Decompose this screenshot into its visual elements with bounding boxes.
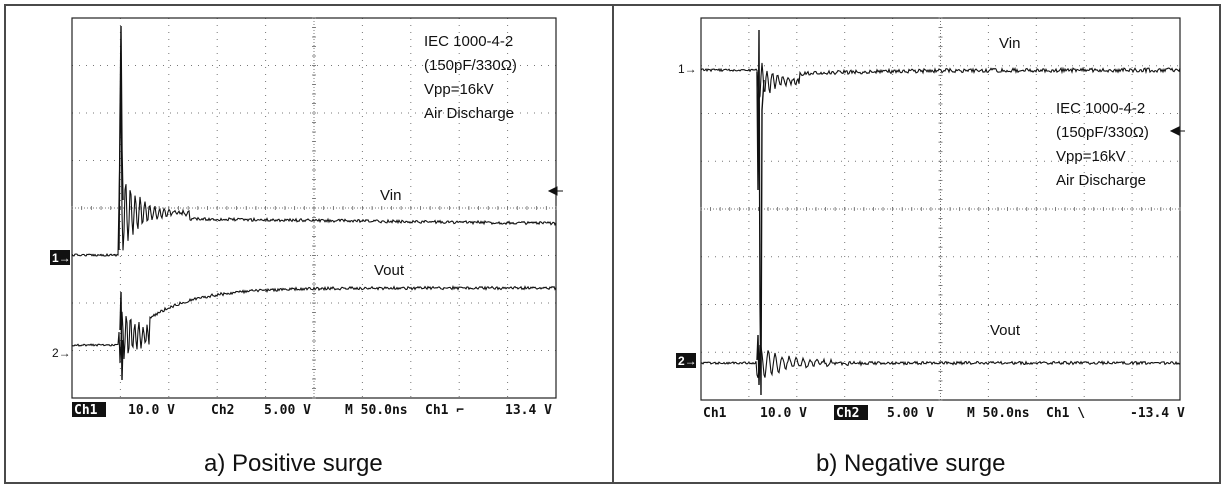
status-field: Ch2: [211, 403, 234, 418]
trigger-level-icon: [1169, 126, 1185, 136]
status-highlight: [834, 405, 868, 420]
graticule: [700, 17, 1181, 401]
trace-vin: [71, 89, 557, 257]
status-field: Ch1 \: [1046, 406, 1085, 421]
trace-vout-spike: [756, 334, 761, 386]
annotation-line: Air Discharge: [1056, 172, 1146, 189]
channel-marker-1: 1→: [52, 251, 71, 265]
caption-positive-surge: a) Positive surge: [204, 450, 383, 477]
channel-marker-2: 2→: [678, 354, 697, 368]
series-label-vout: Vout: [990, 322, 1021, 339]
trace-vout: [71, 284, 557, 364]
series-label-vin: Vin: [380, 187, 401, 204]
annotation-line: Air Discharge: [424, 105, 514, 122]
status-field: 13.4 V: [505, 403, 552, 418]
status-field: M 50.0ns: [345, 403, 408, 418]
status-field: Ch1: [74, 403, 98, 418]
channel-marker-bg: [676, 353, 696, 368]
channel-marker-bg: [50, 250, 70, 265]
trace-vout-spike: [119, 291, 124, 381]
status-field: M 50.0ns: [967, 406, 1030, 421]
trace-vout: [700, 346, 1181, 378]
status-field: Ch1: [703, 406, 727, 421]
status-field: 10.0 V: [760, 406, 807, 421]
annotation-line: IEC 1000-4-2: [424, 33, 513, 50]
status-field: Ch2: [836, 406, 859, 421]
status-field: 5.00 V: [887, 406, 934, 421]
series-label-vin: Vin: [999, 35, 1020, 52]
trigger-level-icon: [547, 186, 563, 196]
channel-marker-1: 1→: [678, 62, 697, 76]
panel-divider: [612, 4, 614, 484]
status-field: Ch1 ⌐: [425, 403, 464, 418]
annotation-line: (150pF/330Ω): [424, 57, 517, 74]
annotation-line: (150pF/330Ω): [1056, 124, 1149, 141]
status-field: 10.0 V: [128, 403, 175, 418]
status-field: -13.4 V: [1130, 406, 1185, 421]
annotation-line: IEC 1000-4-2: [1056, 100, 1145, 117]
annotation-line: Vpp=16kV: [1056, 148, 1126, 165]
graticule: [71, 17, 557, 399]
trace-vin-spike: [756, 29, 765, 396]
status-field: 5.00 V: [264, 403, 311, 418]
channel-marker-2: 2→: [52, 346, 71, 360]
annotation-line: Vpp=16kV: [424, 81, 494, 98]
trace-vin-spike: [118, 25, 124, 251]
series-label-vout: Vout: [374, 262, 405, 279]
caption-negative-surge: b) Negative surge: [816, 450, 1006, 477]
status-highlight: [72, 402, 106, 417]
trace-vin: [700, 62, 1181, 100]
